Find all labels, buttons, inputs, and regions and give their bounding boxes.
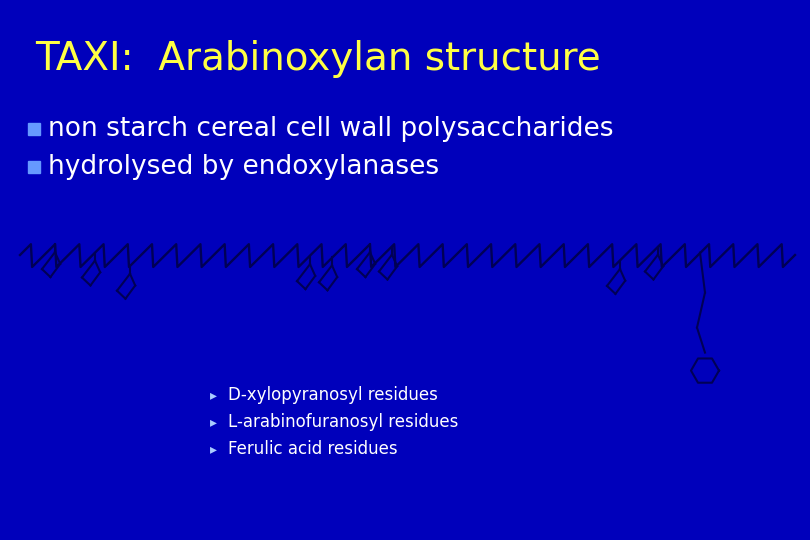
Text: D-xylopyranosyl residues: D-xylopyranosyl residues bbox=[228, 386, 438, 404]
Text: TAXI:  Arabinoxylan structure: TAXI: Arabinoxylan structure bbox=[35, 40, 601, 78]
Text: hydrolysed by endoxylanases: hydrolysed by endoxylanases bbox=[48, 154, 439, 180]
Text: ▸: ▸ bbox=[210, 442, 217, 456]
FancyBboxPatch shape bbox=[28, 161, 40, 173]
FancyBboxPatch shape bbox=[28, 123, 40, 135]
Text: ▸: ▸ bbox=[210, 388, 217, 402]
Text: L-arabinofuranosyl residues: L-arabinofuranosyl residues bbox=[228, 413, 458, 431]
Text: ▸: ▸ bbox=[210, 415, 217, 429]
Text: Ferulic acid residues: Ferulic acid residues bbox=[228, 440, 398, 458]
Text: non starch cereal cell wall polysaccharides: non starch cereal cell wall polysacchari… bbox=[48, 116, 613, 142]
